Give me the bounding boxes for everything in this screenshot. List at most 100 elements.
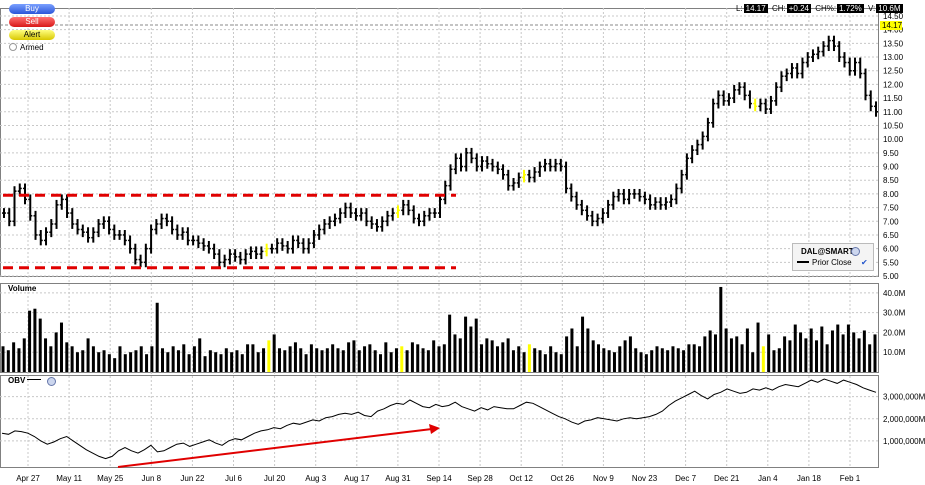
volume-bar xyxy=(501,342,505,372)
volume-bar xyxy=(830,330,834,372)
settings-icon[interactable] xyxy=(851,247,860,256)
volume-bar xyxy=(549,346,553,372)
volume-bar xyxy=(506,338,510,372)
volume-bar xyxy=(772,350,776,372)
volume-bar xyxy=(708,330,712,372)
volume-bar xyxy=(868,344,872,372)
x-tick-label: Oct 12 xyxy=(509,474,533,483)
x-tick-label: Jul 20 xyxy=(264,474,286,483)
volume-bar xyxy=(453,334,457,372)
volume-bar xyxy=(198,338,202,372)
volume-bar xyxy=(559,354,563,372)
price-tick-label: 7.50 xyxy=(883,204,899,213)
volume-bar xyxy=(511,350,515,372)
volume-bar xyxy=(660,348,664,372)
volume-bar xyxy=(394,348,398,372)
volume-bar xyxy=(432,340,436,372)
volume-bar xyxy=(836,324,840,372)
volume-bar xyxy=(421,348,425,372)
volume-bar xyxy=(554,352,558,372)
volume-bar xyxy=(650,350,654,372)
price-tick-label: 11.50 xyxy=(883,94,903,103)
volume-bar xyxy=(75,352,79,372)
volume-bar xyxy=(224,348,228,372)
volume-bar xyxy=(634,348,638,372)
volume-bar xyxy=(187,354,191,372)
price-tick-label: 10.50 xyxy=(883,121,904,130)
volume-bar xyxy=(485,338,489,372)
volume-bar xyxy=(277,348,281,372)
volume-bar xyxy=(474,318,478,372)
last-price-tag xyxy=(880,21,902,31)
volume-bar xyxy=(384,342,388,372)
volume-bar xyxy=(192,346,196,372)
volume-bar xyxy=(81,350,85,372)
volume-bar xyxy=(809,328,813,372)
volume-bar xyxy=(724,328,728,372)
volume-tick-label: 30.0M xyxy=(883,309,906,318)
volume-bar xyxy=(171,346,175,372)
obv-series xyxy=(1,378,877,468)
alert-legend[interactable]: Alert xyxy=(9,30,55,40)
volume-bar xyxy=(59,322,63,372)
sell-legend[interactable]: Sell xyxy=(9,17,55,27)
price-tick-label: 5.50 xyxy=(883,258,899,267)
y-axis-labels: 5.00 5.50 6.00 6.50 7.00 7.50 8.00 8.50 9.00 9.50… xyxy=(880,12,925,446)
volume-bar xyxy=(745,328,749,372)
volume-bar xyxy=(543,354,547,372)
volume-bar xyxy=(357,350,361,372)
x-tick-label: Jul 6 xyxy=(225,474,242,483)
volume-bar xyxy=(70,346,74,372)
x-tick-label: Feb 1 xyxy=(840,474,861,483)
volume-bar xyxy=(208,350,212,372)
buy-legend[interactable]: Buy xyxy=(9,4,55,14)
volume-bar xyxy=(480,344,484,372)
obv-tick-label: 2,000,000M xyxy=(883,415,925,424)
volume-bar xyxy=(469,326,473,372)
x-tick-label: Jun 22 xyxy=(180,474,205,483)
volume-bar xyxy=(17,348,21,372)
volume-bar xyxy=(118,346,122,372)
volume-bar xyxy=(102,350,106,372)
volume-bar xyxy=(517,346,521,372)
volume-bar xyxy=(97,352,101,372)
volume-bar xyxy=(214,352,218,372)
volume-bar xyxy=(251,344,255,372)
volume-bar xyxy=(123,354,127,372)
volume-bar xyxy=(783,336,787,372)
volume-bar xyxy=(107,354,111,372)
volume-bar xyxy=(793,324,797,372)
volume-bar xyxy=(283,350,287,372)
x-tick-label: May 11 xyxy=(56,474,82,483)
volume-bar xyxy=(639,352,643,372)
volume-bar xyxy=(86,338,90,372)
symbol-legend-box[interactable]: DAL@SMART Prior Close ✔ xyxy=(792,243,874,271)
volume-bar xyxy=(490,340,494,372)
volume-bar xyxy=(618,346,622,372)
volume-tick-label: 20.0M xyxy=(883,328,906,337)
volume-series xyxy=(1,286,877,372)
price-tick-label: 14.00 xyxy=(883,26,904,35)
obv-settings-icon[interactable] xyxy=(47,377,56,386)
volume-bar xyxy=(495,346,499,372)
volume-bar xyxy=(368,344,372,372)
volume-bar xyxy=(751,352,755,372)
change-pct-value: 1.72% xyxy=(837,4,864,13)
volume-bar xyxy=(698,346,702,372)
armed-icon xyxy=(9,43,17,51)
volume-bar xyxy=(293,342,297,372)
volume-bar xyxy=(607,350,611,372)
obv-panel-title: OBV xyxy=(8,376,26,385)
volume-bar xyxy=(405,350,409,372)
armed-legend[interactable]: Armed xyxy=(9,43,44,53)
check-icon[interactable]: ✔ xyxy=(861,258,868,267)
volume-bar xyxy=(565,336,569,372)
volume-bar xyxy=(341,350,345,372)
volume-bar xyxy=(272,334,276,372)
last-price-tag-label: 14.17 xyxy=(882,21,903,30)
volume-bar xyxy=(91,346,95,372)
volume-bar xyxy=(586,328,590,372)
trend-arrow-line xyxy=(117,428,433,468)
volume-value: 10.6M xyxy=(876,4,903,13)
volume-bar xyxy=(458,338,462,372)
